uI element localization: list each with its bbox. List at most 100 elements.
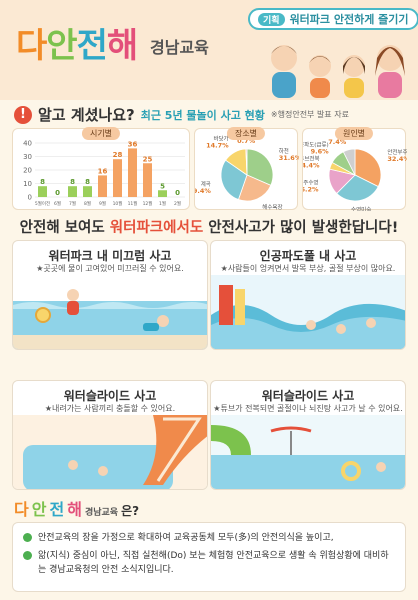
pie-label: 바닷가: [213, 135, 228, 143]
card-desc: ★사람들이 엉켜면서 발목 부상, 골절 부상이 많아요.: [220, 264, 396, 273]
tagline: 기획 워터파크 안전하게 즐기기: [248, 8, 418, 30]
card-desc: ★곳곳에 물이 고여있어 미끄러질 수 있어요.: [36, 264, 184, 273]
accident-card-slip: 워터파크 내 미끄럼 사고 ★곳곳에 물이 고여있어 미끄러질 수 있어요.: [12, 240, 208, 350]
chart-title-cause: 원인별: [334, 127, 374, 140]
pie-label: 음주수영: [303, 179, 318, 187]
pie-slice: [237, 174, 272, 202]
header: 다안전해 경남교육 기획 워터파크 안전하게 즐기기: [0, 0, 418, 100]
footer-line-text: 앎(지식) 중심이 아닌, 직접 실천해(Do) 보는 체험형 안전교육으로 생…: [38, 551, 389, 575]
x-tick-label: 7월: [69, 200, 76, 207]
pie-value-label: 16.2%: [303, 186, 319, 194]
logo-char-4: 해: [106, 26, 138, 66]
pie-slice: [220, 159, 248, 201]
water-slide-illustration-icon: [13, 415, 207, 489]
card-desc: ★튜브가 전복되면 골절이나 뇌진탕 사고가 날 수 있어요.: [213, 404, 403, 413]
stats-heading: ! 알고 계셨나요? 최근 5년 물놀이 사고 현황 ※행정안전부 발표 자료: [14, 104, 349, 125]
y-tick-label: 0: [28, 194, 32, 202]
footer-logo-char-1: 다: [14, 500, 29, 519]
bar: [158, 190, 167, 197]
bar: [143, 163, 152, 197]
logo-subtitle: 경남교육: [150, 38, 209, 57]
logo: 다안전해: [16, 18, 138, 67]
card-title: 워터파크 내 미끄럼 사고: [48, 249, 172, 263]
pie-value-label: 7.4%: [328, 138, 347, 146]
card-title: 워터슬라이드 사고: [63, 389, 157, 403]
tagline-text: 워터파크 안전하게 즐기기: [289, 13, 409, 26]
bar-value-label: 25: [143, 155, 153, 163]
pie-slice: [342, 148, 356, 176]
y-tick-label: 10: [23, 180, 32, 188]
pie-label: 해수욕장: [262, 203, 282, 211]
bar-chart-period: 01020304085월이전06월87월88월169월2810월3611월251…: [23, 140, 185, 207]
accident-card-wave-pool: 인공파도풀 내 사고 ★사람들이 엉켜면서 발목 부상, 골절 부상이 많아요.: [210, 240, 406, 350]
y-tick-label: 20: [23, 167, 32, 175]
headline-post: 안전사고가 많이 발생한답니다!: [203, 220, 399, 236]
tube-slide-illustration-icon: [211, 415, 405, 489]
tagline-badge: 기획: [258, 12, 285, 26]
bar-value-label: 0: [55, 189, 60, 197]
bar: [83, 186, 92, 197]
pie-value-label: 14.7%: [206, 142, 229, 150]
bar-value-label: 8: [70, 178, 75, 186]
footer-line-text: 안전교육의 장을 가정으로 확대하여 교육공동체 모두(多)의 안전의식을 높이…: [38, 533, 334, 543]
y-tick-label: 40: [23, 140, 32, 148]
headline-pre: 안전해 보여도: [19, 220, 110, 236]
bullet-icon: [23, 533, 32, 542]
pie-value-label: 23.9%: [262, 210, 285, 211]
stats-source: ※행정안전부 발표 자료: [270, 110, 349, 119]
family-illustration-icon: [271, 45, 405, 98]
logo-char-2: 안: [46, 26, 77, 66]
bar-value-label: 36: [128, 140, 138, 148]
bar-value-label: 8: [40, 178, 45, 186]
pie-label: 높은파도(급류): [303, 141, 329, 149]
bar: [98, 175, 107, 197]
footer-description: 안전교육의 장을 가정으로 확대하여 교육공동체 모두(多)의 안전의식을 높이…: [12, 522, 406, 592]
x-tick-label: 1월: [159, 200, 166, 207]
pie-label: 튜브전복: [303, 154, 320, 162]
pie-value-label: 0.7%: [237, 137, 256, 145]
pie-slice: [354, 148, 382, 188]
bar-value-label: 28: [113, 151, 123, 159]
bar: [113, 159, 122, 197]
headline: 안전해 보여도 워터파크에서도 안전사고가 많이 발생한답니다!: [0, 216, 418, 237]
bar-value-label: 0: [175, 189, 180, 197]
pie-label: 하천: [279, 147, 289, 155]
card-desc: ★내려가는 사람끼리 충돌할 수 있어요.: [44, 404, 176, 413]
pie-label: 안전부주의: [387, 148, 407, 156]
footer-question: 은?: [121, 504, 140, 518]
pie-slice: [245, 148, 248, 176]
bar-value-label: 16: [98, 167, 108, 175]
footer-logo-char-4: 해: [67, 500, 82, 519]
footer-logo-char-3: 전: [49, 500, 65, 519]
footer-line: 앎(지식) 중심이 아닌, 직접 실천해(Do) 보는 체험형 안전교육으로 생…: [23, 549, 395, 577]
x-tick-label: 11월: [128, 200, 138, 207]
x-tick-label: 10월: [113, 200, 123, 207]
pie-slice: [336, 174, 379, 202]
y-tick-label: 30: [23, 153, 32, 161]
footer-line: 안전교육의 장을 가정으로 확대하여 교육공동체 모두(多)의 안전의식을 높이…: [23, 531, 395, 545]
bar: [38, 186, 47, 197]
pie-label: 수영미숙: [351, 205, 371, 211]
pie-value-label: 29.4%: [195, 187, 211, 195]
logo-char-1: 다: [16, 26, 47, 66]
stats-title: 알고 계셨나요?: [38, 106, 135, 124]
chart-title-place: 장소별: [226, 127, 266, 140]
bar-value-label: 8: [85, 178, 90, 186]
bullet-icon: [23, 551, 32, 560]
exclamation-icon: !: [14, 105, 32, 124]
bar: [128, 148, 137, 197]
headline-highlight: 워터파크에서도: [109, 220, 204, 236]
bar: [68, 186, 77, 197]
accident-card-slide-collision: 워터슬라이드 사고 ★내려가는 사람끼리 충돌할 수 있어요.: [12, 380, 208, 490]
chart-title-period: 시기별: [81, 127, 121, 140]
chart-panel-period: 0 10 20 30 40 8 5월이전 0 6월 8 7월 8 8월 16 9월 28 10월 36 11월 25 1…: [12, 127, 190, 210]
x-tick-label: 2월: [174, 200, 181, 207]
pie-value-label: 4.4%: [303, 161, 320, 169]
logo-char-3: 전: [76, 26, 108, 66]
pie-slice: [246, 148, 274, 186]
card-title: 인공파도풀 내 사고: [259, 249, 357, 263]
wave-pool-illustration-icon: [211, 275, 405, 349]
